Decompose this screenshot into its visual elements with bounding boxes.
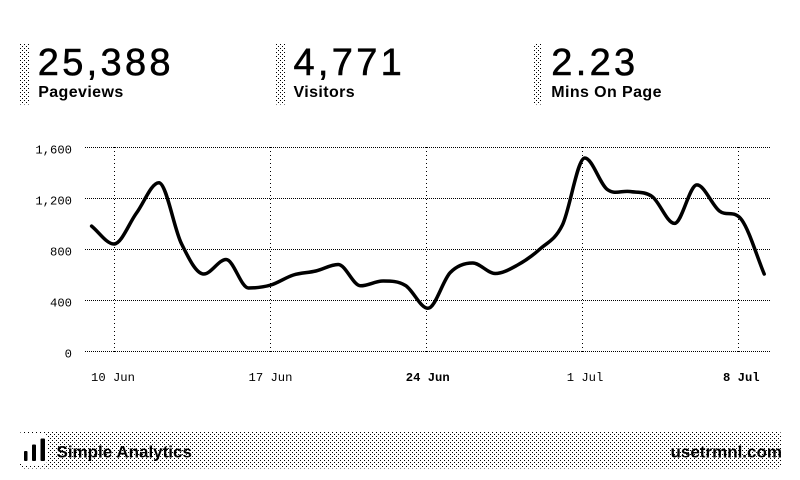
svg-text:10 Jun: 10 Jun — [91, 371, 135, 385]
svg-text:0: 0 — [65, 348, 72, 362]
svg-text:usetrmnl.com: usetrmnl.com — [671, 442, 782, 461]
svg-text:Simple Analytics: Simple Analytics — [57, 442, 192, 461]
svg-text:800: 800 — [50, 246, 72, 260]
svg-text:1,200: 1,200 — [35, 195, 72, 209]
svg-text:400: 400 — [50, 297, 72, 311]
svg-text:1,600: 1,600 — [35, 144, 72, 158]
svg-text:17 Jun: 17 Jun — [249, 371, 293, 385]
svg-text:1 Jul: 1 Jul — [567, 371, 604, 385]
svg-text:24 Jun: 24 Jun — [406, 371, 450, 385]
svg-text:8 Jul: 8 Jul — [723, 371, 760, 385]
